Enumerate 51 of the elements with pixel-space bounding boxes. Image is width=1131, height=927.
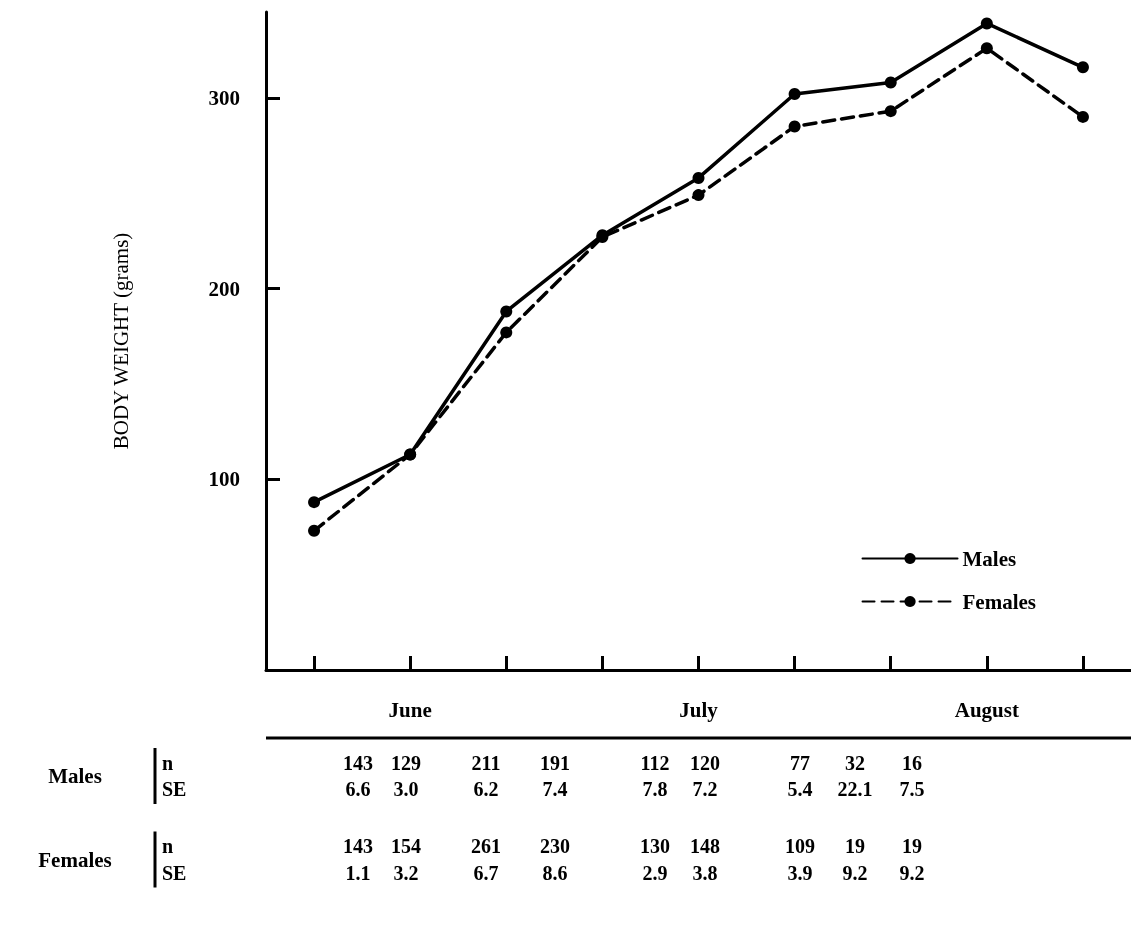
- text: n: [162, 835, 174, 857]
- text: 120: [690, 752, 720, 774]
- text: 7.2: [692, 778, 718, 800]
- text: 191: [540, 752, 570, 774]
- text: 16: [902, 752, 922, 774]
- text: 3.0: [393, 778, 419, 800]
- y-tick-label: 300: [208, 85, 240, 110]
- y-tick-label: 100: [208, 467, 240, 492]
- text: 109: [785, 835, 815, 857]
- text: 143: [343, 752, 373, 774]
- text: 6.2: [473, 778, 499, 800]
- text: 3.8: [692, 862, 718, 884]
- text: July: [679, 698, 719, 722]
- text: 154: [391, 835, 421, 857]
- text: 6.6: [345, 778, 371, 800]
- text: 2.9: [642, 862, 668, 884]
- text: 19: [902, 835, 922, 857]
- text: 112: [640, 752, 670, 774]
- text: Males: [48, 764, 102, 788]
- text: 9.2: [842, 862, 868, 884]
- text: 7.4: [542, 778, 568, 800]
- text: June: [388, 698, 432, 722]
- text: 77: [790, 752, 810, 774]
- y-axis-title: BODY WEIGHT (grams): [108, 232, 133, 450]
- y-tick-label: 200: [208, 276, 240, 301]
- text: SE: [162, 862, 187, 884]
- text: 1.1: [345, 862, 371, 884]
- text: 19: [845, 835, 865, 857]
- text: n: [162, 752, 174, 774]
- text: 143: [343, 835, 373, 857]
- text: Females: [38, 847, 112, 872]
- text: SE: [162, 778, 187, 800]
- text: 7.5: [899, 778, 925, 800]
- text: 130: [640, 835, 670, 857]
- legend-label: Males: [962, 546, 1017, 571]
- text: 5.4: [787, 778, 813, 800]
- text: 211: [471, 752, 501, 774]
- text: 9.2: [899, 862, 925, 884]
- text: 22.1: [837, 778, 873, 800]
- text: 129: [391, 752, 421, 774]
- text: 32: [845, 752, 865, 774]
- text: 3.9: [787, 862, 813, 884]
- text: 230: [540, 835, 570, 857]
- text: 148: [690, 835, 720, 857]
- text: 261: [471, 835, 501, 857]
- legend-label: Females: [962, 589, 1037, 614]
- text: 8.6: [542, 862, 568, 884]
- text: 7.8: [642, 778, 668, 800]
- text: 6.7: [473, 862, 499, 884]
- text: 3.2: [393, 862, 419, 884]
- text: August: [954, 698, 1019, 722]
